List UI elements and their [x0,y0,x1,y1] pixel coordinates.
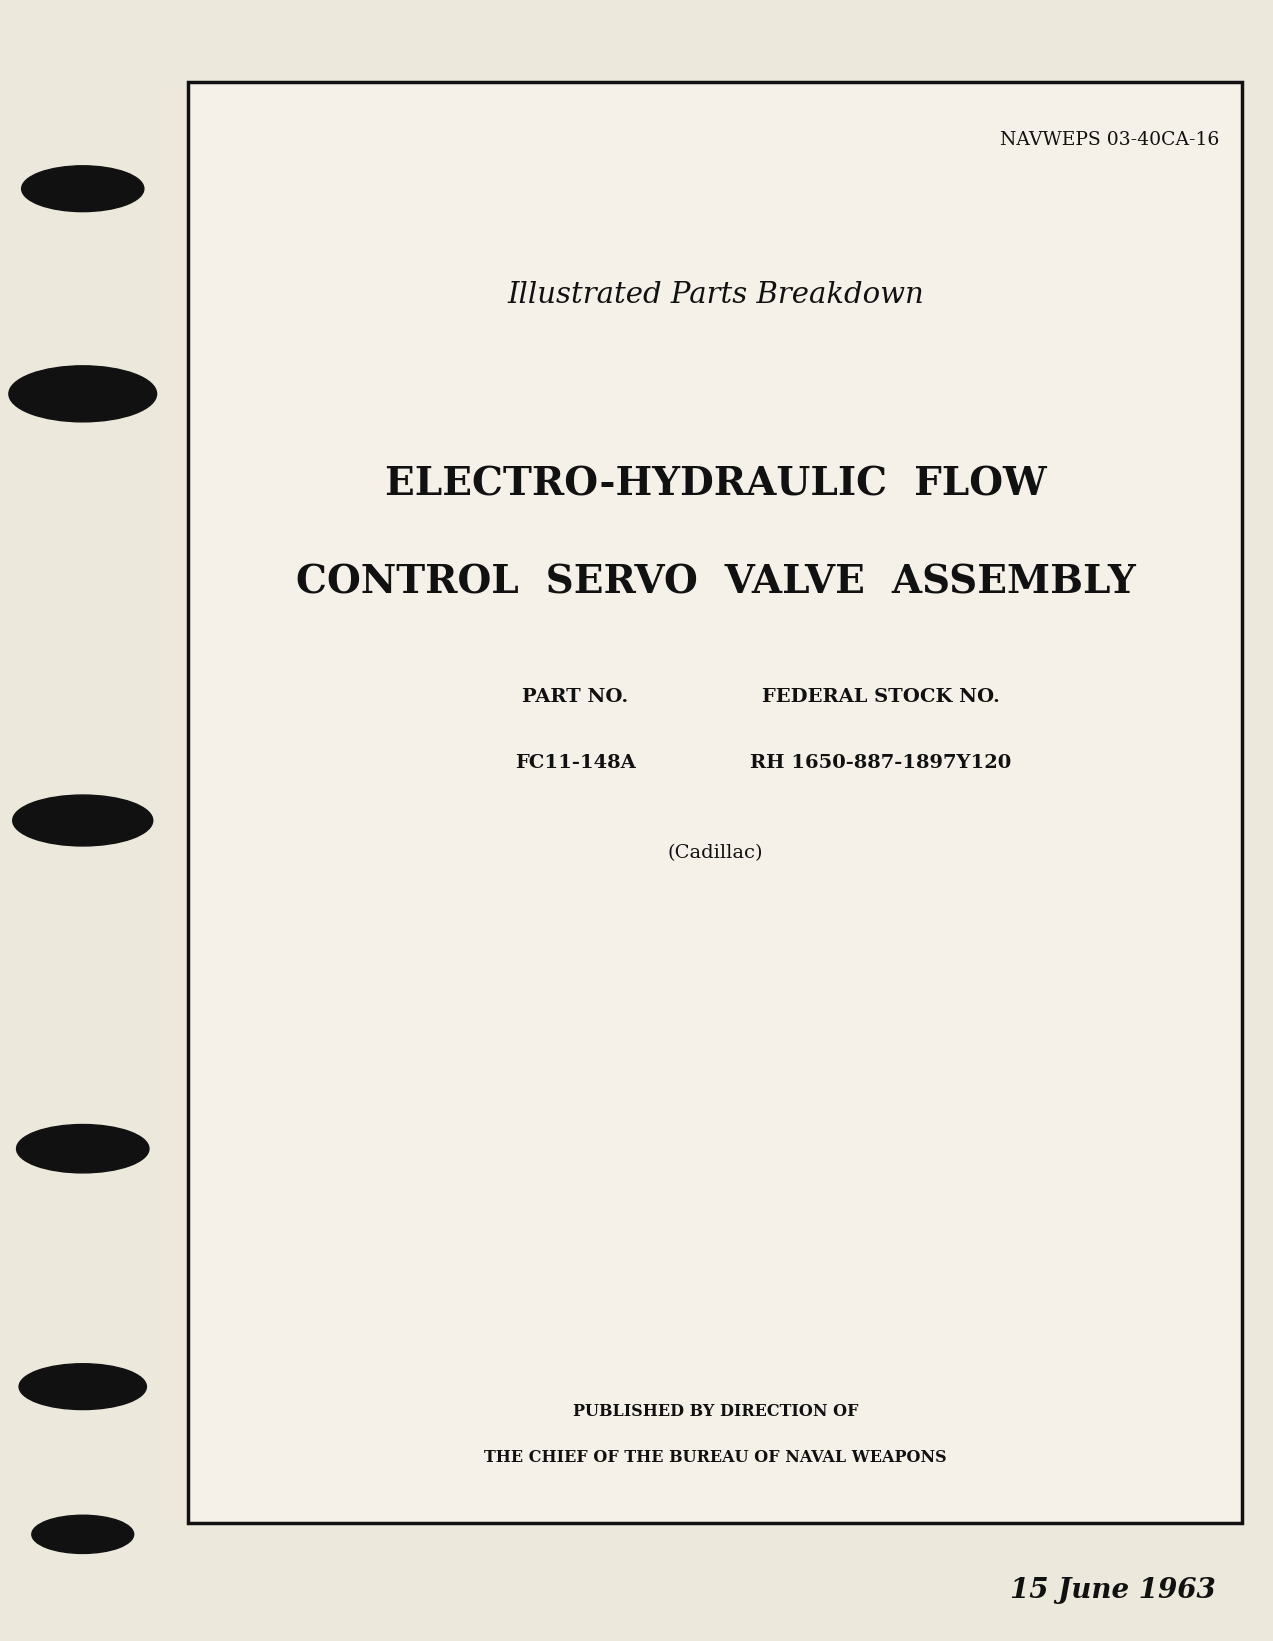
Text: RH 1650-887-1897Y120: RH 1650-887-1897Y120 [750,755,1012,771]
Text: Illustrated Parts Breakdown: Illustrated Parts Breakdown [507,281,924,310]
Text: 15 June 1963: 15 June 1963 [1009,1577,1216,1603]
Text: (Cadillac): (Cadillac) [667,845,764,862]
Text: PART NO.: PART NO. [522,689,629,706]
Ellipse shape [32,1515,134,1554]
Ellipse shape [19,1364,146,1410]
Text: PUBLISHED BY DIRECTION OF: PUBLISHED BY DIRECTION OF [573,1403,858,1419]
Ellipse shape [9,366,157,422]
Text: THE CHIEF OF THE BUREAU OF NAVAL WEAPONS: THE CHIEF OF THE BUREAU OF NAVAL WEAPONS [484,1449,947,1465]
Ellipse shape [22,166,144,212]
Text: NAVWEPS 03-40CA-16: NAVWEPS 03-40CA-16 [1001,131,1220,149]
Bar [188,82,1242,1523]
Ellipse shape [13,794,153,847]
Ellipse shape [17,1124,149,1173]
Text: CONTROL  SERVO  VALVE  ASSEMBLY: CONTROL SERVO VALVE ASSEMBLY [295,563,1136,602]
Text: FC11-148A: FC11-148A [516,755,635,771]
Text: ELECTRO-HYDRAULIC  FLOW: ELECTRO-HYDRAULIC FLOW [384,464,1046,504]
Text: FEDERAL STOCK NO.: FEDERAL STOCK NO. [763,689,999,706]
